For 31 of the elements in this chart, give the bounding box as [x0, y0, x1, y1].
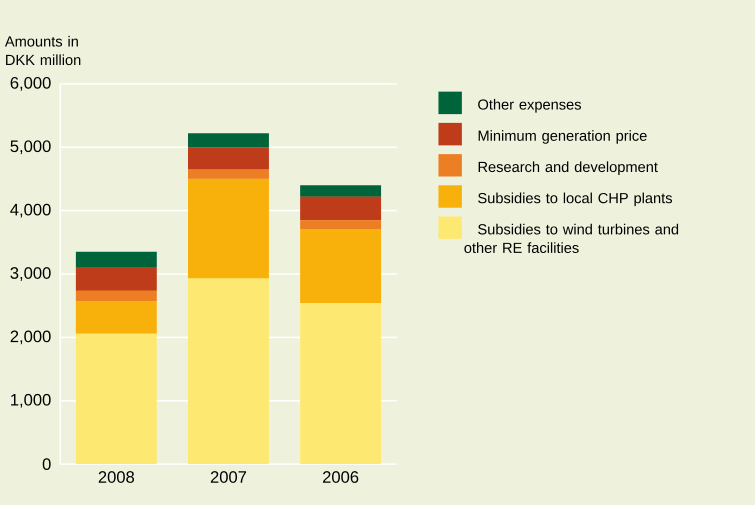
- legend-label: Other expenses: [478, 98, 581, 113]
- bar: [300, 228, 382, 304]
- bar: [300, 220, 382, 229]
- y-axis-title: Amounts in DKK million: [4, 36, 80, 66]
- bar: [300, 196, 382, 220]
- bar: [188, 147, 269, 170]
- legend-label: Subsidies to local CHP plants: [478, 192, 672, 206]
- bar: [188, 169, 269, 179]
- y-tick-label: 3,000: [10, 267, 51, 281]
- bar: [188, 133, 269, 148]
- legend-label: Research and development: [478, 161, 658, 175]
- y-tick-label: 1,000: [11, 394, 51, 408]
- legend-label: Subsidies to wind turbines and other RE facilities: [464, 224, 678, 253]
- bar: [76, 290, 157, 302]
- bar: [76, 266, 157, 290]
- x-tick-label: 2008: [98, 471, 134, 483]
- bar: [76, 301, 157, 334]
- bar: [76, 334, 157, 464]
- bar: [188, 278, 269, 464]
- y-tick-label: 6,000: [10, 76, 51, 91]
- legend-label: Minimum generation price: [478, 130, 647, 144]
- y-tick-label: 4,000: [10, 204, 51, 218]
- y-tick-label: 5,000: [10, 140, 51, 154]
- x-tick-label: 2006: [323, 471, 358, 483]
- x-tick-label: 2007: [210, 471, 246, 483]
- y-tick-label: 0: [42, 458, 51, 470]
- bar: [300, 303, 382, 464]
- bar: [188, 178, 269, 278]
- bar: [76, 252, 157, 267]
- y-tick-label: 2,000: [10, 330, 51, 344]
- bar: [300, 185, 382, 197]
